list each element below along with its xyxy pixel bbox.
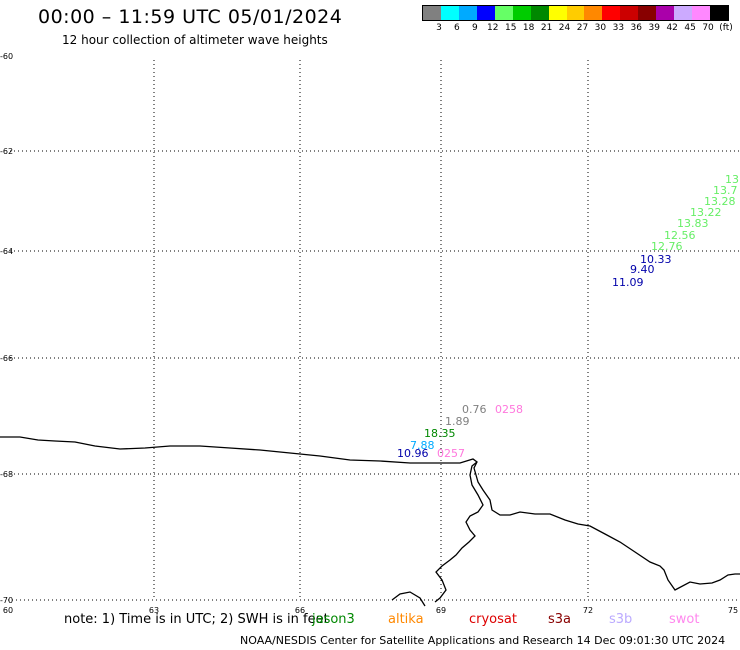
legend-tick-label: 24 bbox=[558, 23, 571, 33]
wave-height-value: 11.09 bbox=[612, 276, 644, 289]
legend-tick-label: 27 bbox=[576, 23, 589, 33]
legend-swatch bbox=[638, 6, 657, 20]
legend-tick-label: 70 bbox=[702, 23, 714, 33]
latitude-label: -66 bbox=[0, 354, 13, 363]
wave-height-value: 0.76 bbox=[462, 403, 487, 416]
wave-height-value: 13.7 bbox=[713, 184, 738, 197]
legend-swatch bbox=[476, 6, 495, 20]
legend-swatch bbox=[512, 6, 531, 20]
legend-tick-label: 12 bbox=[487, 23, 499, 33]
legend-swatch bbox=[566, 6, 585, 20]
legend-swatch bbox=[584, 6, 603, 20]
legend-tick-label: 39 bbox=[648, 23, 660, 33]
satellite-jason3: jason3 bbox=[312, 612, 355, 627]
satellite-cryosat: cryosat bbox=[469, 612, 517, 627]
satellite-swot: swot bbox=[669, 612, 700, 627]
map-title: 00:00 – 11:59 UTC 05/01/2024 bbox=[38, 6, 343, 28]
coastline-southwest bbox=[391, 591, 426, 607]
legend-tick-label: 21 bbox=[540, 23, 553, 33]
graticule bbox=[8, 60, 740, 601]
legend-labels: 3 6 9 12 15 18 21 24 27 30 33 36 39 42 45 70 (ft) bbox=[422, 21, 733, 33]
wave-height-value: 18.35 bbox=[424, 427, 456, 440]
legend-tick-label: 36 bbox=[630, 23, 643, 33]
longitude-label: 63 bbox=[149, 606, 159, 615]
legend-swatch bbox=[494, 6, 513, 20]
wave-height-value: 12.56 bbox=[664, 229, 696, 242]
legend-swatch bbox=[602, 6, 621, 20]
wave-height-value: 12.76 bbox=[651, 240, 683, 253]
coastline bbox=[0, 436, 740, 607]
legend-color-bar bbox=[422, 5, 729, 21]
longitude-label: 60 bbox=[3, 606, 13, 615]
wave-height-value: 13.22 bbox=[690, 206, 722, 219]
wave-height-value: 13.83 bbox=[677, 217, 709, 230]
legend-swatch bbox=[440, 6, 459, 20]
wave-height-value: 13.28 bbox=[704, 195, 736, 208]
wave-height-value: 7.88 bbox=[410, 439, 435, 452]
satellite-s3b: s3b bbox=[609, 612, 633, 627]
legend-tick-label: 45 bbox=[684, 23, 696, 33]
latitude-label: -64 bbox=[0, 247, 13, 256]
legend-swatch bbox=[548, 6, 567, 20]
legend-tick-label: 30 bbox=[594, 23, 607, 33]
longitude-label: 75 bbox=[728, 606, 738, 615]
legend-tick-label: 9 bbox=[471, 23, 478, 33]
legend-tick-label: 33 bbox=[612, 23, 625, 33]
legend-tick-label: 3 bbox=[436, 23, 442, 33]
wave-height-value: 1.89 bbox=[445, 415, 470, 428]
wave-height-legend: 3 6 9 12 15 18 21 24 27 30 33 36 39 42 45 70 (ft) bbox=[422, 5, 733, 33]
credit-line: NOAA/NESDIS Center for Satellite Applica… bbox=[240, 634, 726, 647]
pass-time-label: 0257 bbox=[437, 447, 465, 460]
latitude-label: -62 bbox=[0, 147, 13, 156]
legend-tick-label: 18 bbox=[522, 23, 535, 33]
latitude-label: -70 bbox=[0, 596, 13, 605]
legend-tick-label: 42 bbox=[666, 23, 678, 33]
legend-tick-label: 15 bbox=[504, 23, 517, 33]
legend-swatch bbox=[656, 6, 675, 20]
legend-swatch bbox=[692, 6, 710, 20]
legend-swatch bbox=[710, 6, 728, 20]
legend-swatch bbox=[620, 6, 639, 20]
wave-height-value: 9.40 bbox=[630, 263, 655, 276]
satellite-s3a: s3a bbox=[548, 612, 572, 627]
footer-note: note: 1) Time is in UTC; 2) SWH is in fe… bbox=[64, 612, 329, 627]
satellite-altika: altika bbox=[388, 612, 424, 627]
wave-height-observations: 13.13.713.2813.2213.8312.5612.7610.339.4… bbox=[397, 173, 740, 460]
legend-tick-label: (ft) bbox=[719, 23, 733, 33]
latitude-label: -68 bbox=[0, 470, 13, 479]
legend-tick-label: 6 bbox=[454, 23, 460, 33]
legend-swatch bbox=[423, 6, 441, 20]
coastline-main bbox=[0, 436, 740, 591]
longitude-label: 69 bbox=[436, 606, 446, 615]
pass-time-label: 0258 bbox=[495, 403, 523, 416]
legend-swatch bbox=[530, 6, 549, 20]
wave-height-value: 10.33 bbox=[640, 253, 672, 266]
legend-swatch bbox=[458, 6, 477, 20]
wave-height-value: 10.96 bbox=[397, 447, 429, 460]
latitude-label: -60 bbox=[0, 52, 13, 61]
coastline-inlet bbox=[434, 461, 484, 603]
map-subtitle: 12 hour collection of altimeter wave hei… bbox=[62, 33, 328, 47]
wave-height-value: 13. bbox=[725, 173, 740, 186]
longitude-label: 66 bbox=[295, 606, 305, 615]
legend-swatch bbox=[674, 6, 693, 20]
longitude-label: 72 bbox=[583, 606, 593, 615]
